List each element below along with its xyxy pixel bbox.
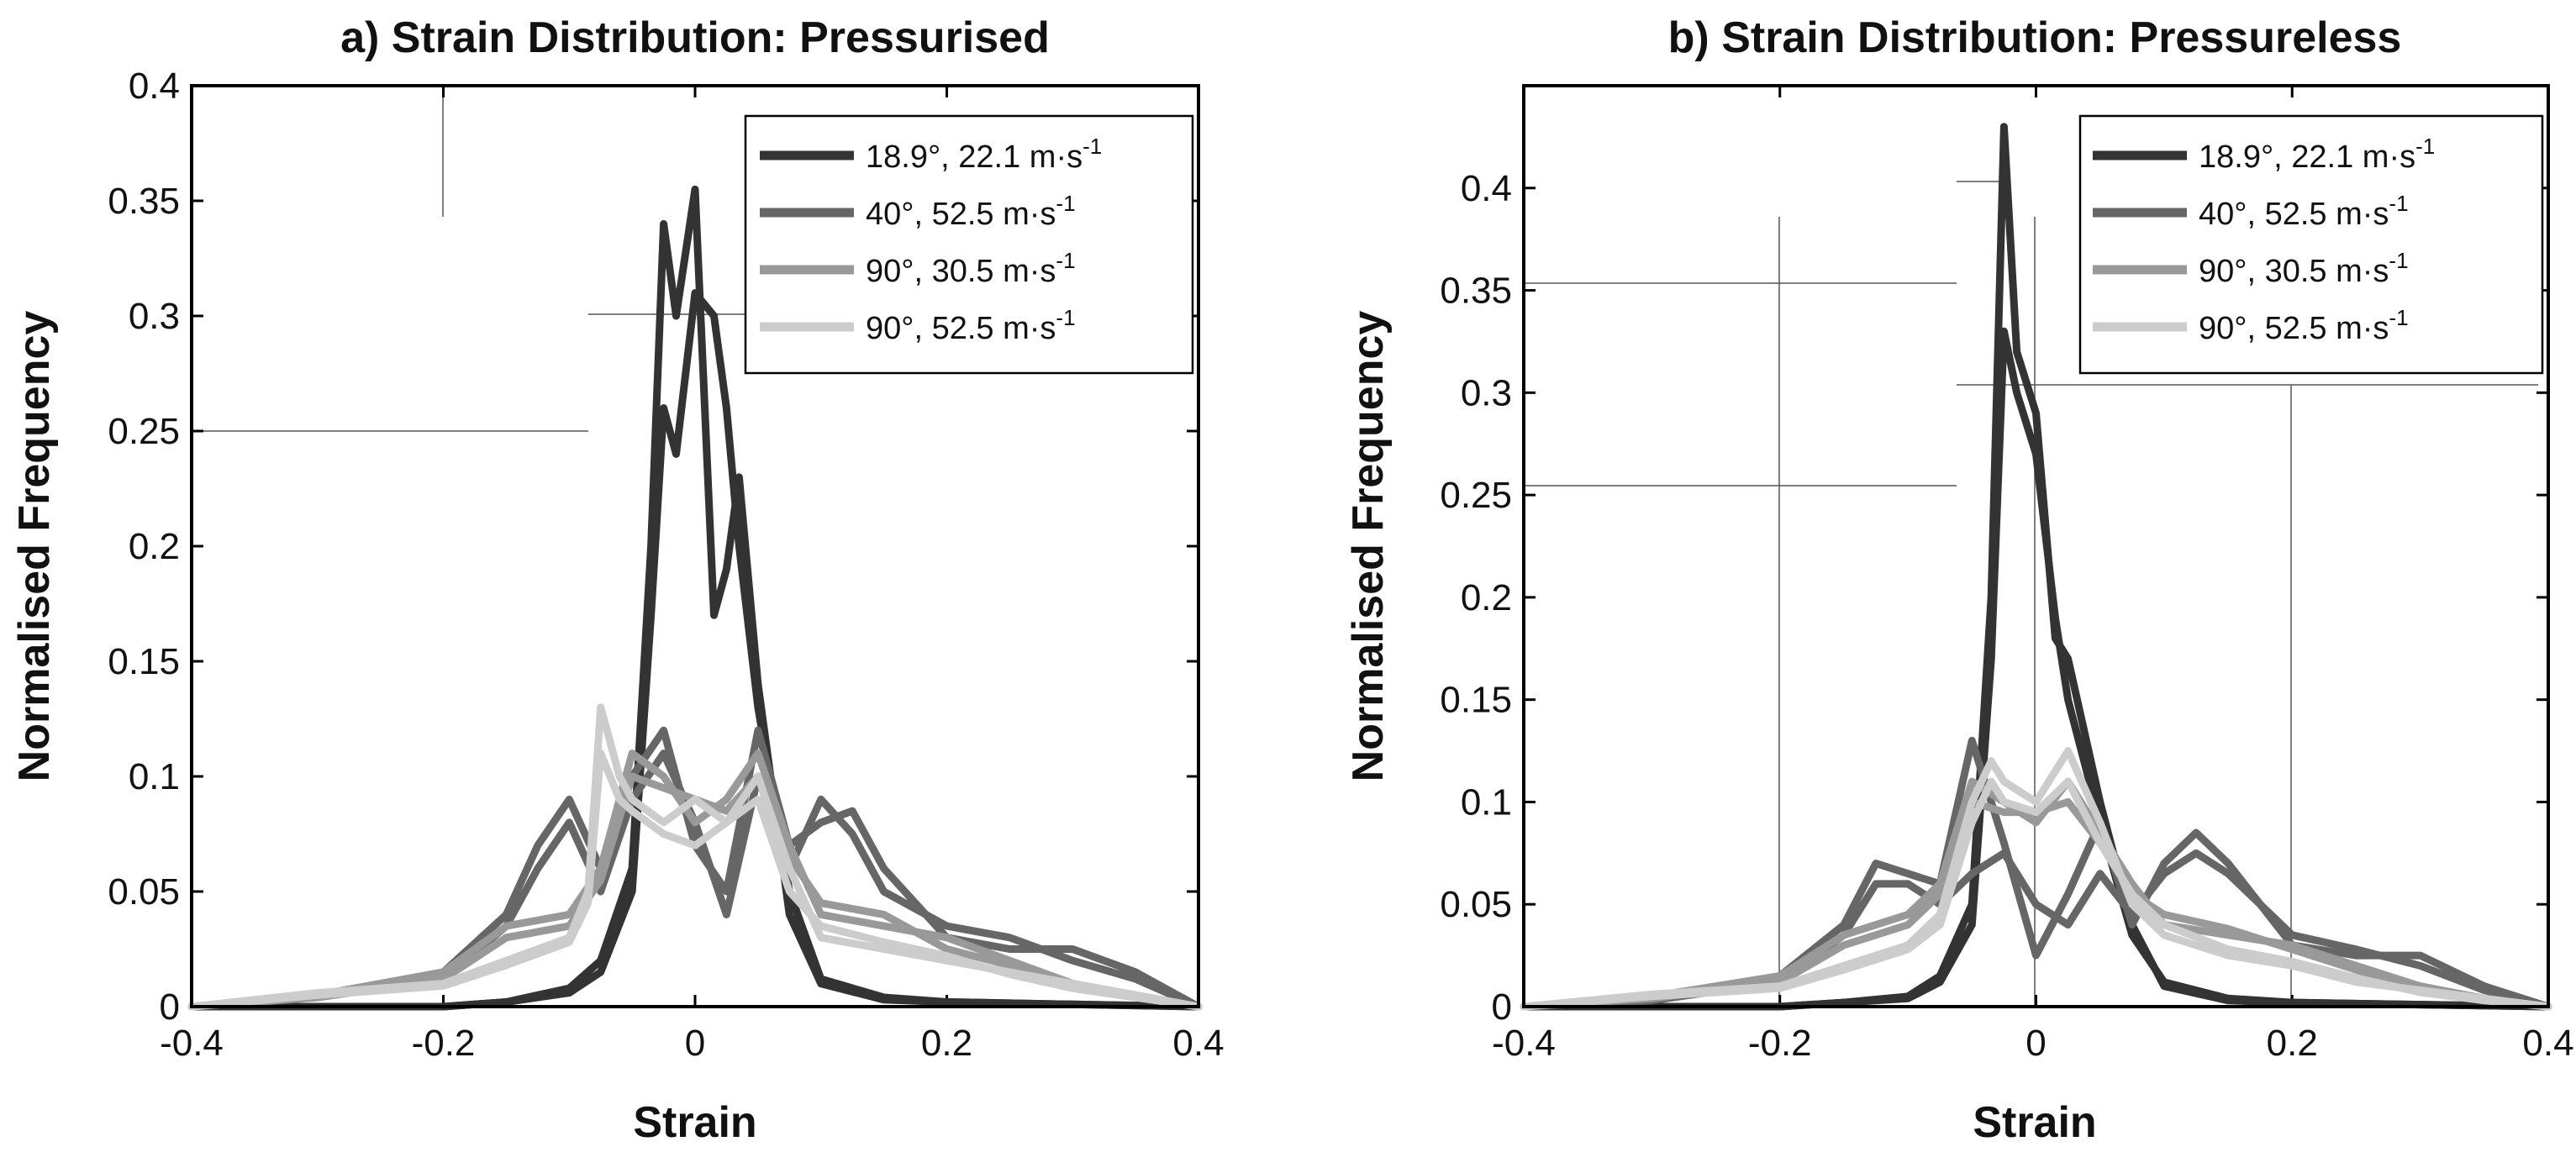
svg-text:40°, 52.5 m·s-1: 40°, 52.5 m·s-1 <box>866 191 1076 232</box>
panel-b-x-tick-label: 0.4 <box>2522 1023 2573 1064</box>
panel-a-legend-label-1: 18.9°, 22.1 m·s <box>866 139 1083 175</box>
panel-a-series-line-6 <box>187 772 1203 1011</box>
panel-b-x-tick-label: 0.2 <box>2267 1023 2318 1064</box>
svg-text:90°, 52.5 m·s-1: 90°, 52.5 m·s-1 <box>866 305 1076 346</box>
panel-a-x-tick-label: 0.4 <box>1172 1023 1224 1064</box>
panel-b-title: b) Strain Distribution: Pressureless <box>1668 13 2402 62</box>
panel-b-legend-label-2: 40°, 52.5 m·s <box>2199 197 2389 232</box>
panel-a-x-tick-label: 0 <box>685 1023 705 1064</box>
panel-b-series-line-8 <box>1520 777 2552 1011</box>
panel-b-legend-entry-4: 90°, 52.5 m·s-1 <box>2093 305 2409 346</box>
panel-a-y-tick-label: 0.05 <box>108 871 180 913</box>
panel-b: b) Strain Distribution: Pressureless -0.… <box>1344 13 2574 1147</box>
panel-b-y-tick-label: 0 <box>1492 986 1512 1028</box>
panel-a-legend-sup-2: -1 <box>1056 191 1075 216</box>
panel-a-legend-sup-4: -1 <box>1056 305 1075 330</box>
panel-b-series-line-3 <box>1520 736 2552 1011</box>
panel-a-legend-label-3: 90°, 30.5 m·s <box>866 254 1056 289</box>
panel-b-x-tick-label: -0.4 <box>1492 1023 1556 1064</box>
panel-a-legend-sup-3: -1 <box>1056 248 1075 273</box>
panel-a-series-line-5 <box>187 750 1203 1011</box>
panel-a-series-line-2 <box>187 289 1203 1011</box>
panel-b-x-tick-label: 0 <box>2026 1023 2046 1064</box>
panel-a-y-tick-label: 0.2 <box>129 526 180 567</box>
panel-b-y-tick-label: 0.2 <box>1461 577 1512 618</box>
panel-a-x-axis-label: Strain <box>633 1098 756 1147</box>
panel-a-legend-sup-1: -1 <box>1083 134 1102 159</box>
panel-a-legend-entry-3: 90°, 30.5 m·s-1 <box>760 248 1076 289</box>
panel-b-y-tick-label: 0.35 <box>1440 271 1512 312</box>
panel-b-axes-box <box>1522 84 2550 1008</box>
panel-a-legend-entry-1: 18.9°, 22.1 m·s-1 <box>760 134 1102 175</box>
panel-b-legend-label-4: 90°, 52.5 m·s <box>2199 311 2389 346</box>
panel-a-series-line-4 <box>187 750 1203 1011</box>
panel-a-legend-entry-2: 40°, 52.5 m·s-1 <box>760 191 1076 232</box>
panel-a-axes-box <box>190 84 1200 1008</box>
panel-b-y-tick-label: 0.05 <box>1440 884 1512 925</box>
panel-a-legend: 18.9°, 22.1 m·s-1 40°, 52.5 m·s-1 90°, 3… <box>744 114 1194 375</box>
panel-a-series-line-7 <box>187 703 1203 1011</box>
panel-a-title: a) Strain Distribution: Pressurised <box>340 13 1050 62</box>
svg-text:90°, 30.5 m·s-1: 90°, 30.5 m·s-1 <box>2199 248 2409 289</box>
svg-text:40°, 52.5 m·s-1: 40°, 52.5 m·s-1 <box>2199 191 2409 232</box>
panel-a: a) Strain Distribution: Pressurised -0.4… <box>10 13 1225 1147</box>
panel-b-legend-sup-3: -1 <box>2389 248 2408 273</box>
panel-a-x-tick-label: 0.2 <box>921 1023 972 1064</box>
panel-a-y-tick-label: 0.25 <box>108 411 180 452</box>
panel-a-series-line-3 <box>187 726 1203 1011</box>
panel-a-x-tick-label: -0.2 <box>412 1023 476 1064</box>
panel-a-x-tick-label: -0.4 <box>160 1023 224 1064</box>
panel-b-y-tick-label: 0.4 <box>1461 168 1512 209</box>
svg-text:90°, 52.5 m·s-1: 90°, 52.5 m·s-1 <box>2199 305 2409 346</box>
panel-b-x-tick-label: -0.2 <box>1748 1023 1812 1064</box>
panel-b-y-axis-label: Normalised Frequency <box>1344 311 1393 782</box>
panel-b-legend-entry-1: 18.9°, 22.1 m·s-1 <box>2093 134 2435 175</box>
panel-a-legend-label-2: 40°, 52.5 m·s <box>866 197 1056 232</box>
panel-b-y-tick-label: 0.25 <box>1440 475 1512 516</box>
panel-b-legend-sup-2: -1 <box>2389 191 2408 216</box>
panel-b-series-line-6 <box>1520 797 2552 1011</box>
panel-a-series-line-8 <box>187 750 1203 1011</box>
panel-a-y-tick-label: 0 <box>160 986 180 1028</box>
svg-text:18.9°, 22.1 m·s-1: 18.9°, 22.1 m·s-1 <box>2199 134 2435 175</box>
panel-a-y-tick-label: 0.15 <box>108 641 180 682</box>
panel-a-y-tick-label: 0.35 <box>108 181 180 222</box>
panel-b-series-line-4 <box>1520 849 2552 1011</box>
panel-a-y-axis-label: Normalised Frequency <box>10 311 59 782</box>
panel-b-series-line-7 <box>1520 747 2552 1011</box>
svg-text:90°, 30.5 m·s-1: 90°, 30.5 m·s-1 <box>866 248 1076 289</box>
panel-b-series-line-2 <box>1520 327 2552 1011</box>
panel-b-legend-sup-4: -1 <box>2389 305 2408 330</box>
panel-a-legend-label-4: 90°, 52.5 m·s <box>866 311 1056 346</box>
panel-b-legend-entry-3: 90°, 30.5 m·s-1 <box>2093 248 2409 289</box>
panel-a-y-tick-label: 0.1 <box>129 756 180 797</box>
panel-b-y-tick-label: 0.1 <box>1461 781 1512 823</box>
panel-b-x-axis-label: Strain <box>1973 1098 2096 1147</box>
panel-a-legend-entry-4: 90°, 52.5 m·s-1 <box>760 305 1076 346</box>
panel-b-legend-label-1: 18.9°, 22.1 m·s <box>2199 139 2415 175</box>
svg-text:18.9°, 22.1 m·s-1: 18.9°, 22.1 m·s-1 <box>866 134 1102 175</box>
panel-b-legend-entry-2: 40°, 52.5 m·s-1 <box>2093 191 2409 232</box>
panel-b-legend-sup-1: -1 <box>2415 134 2435 159</box>
panel-b-y-tick-label: 0.15 <box>1440 680 1512 721</box>
panel-b-legend-label-3: 90°, 30.5 m·s <box>2199 254 2389 289</box>
panel-a-y-tick-label: 0.4 <box>129 66 180 107</box>
panel-b-y-tick-label: 0.3 <box>1461 372 1512 413</box>
panel-b-legend: 18.9°, 22.1 m·s-1 40°, 52.5 m·s-1 90°, 3… <box>2078 114 2544 375</box>
panel-a-y-tick-label: 0.3 <box>129 296 180 337</box>
